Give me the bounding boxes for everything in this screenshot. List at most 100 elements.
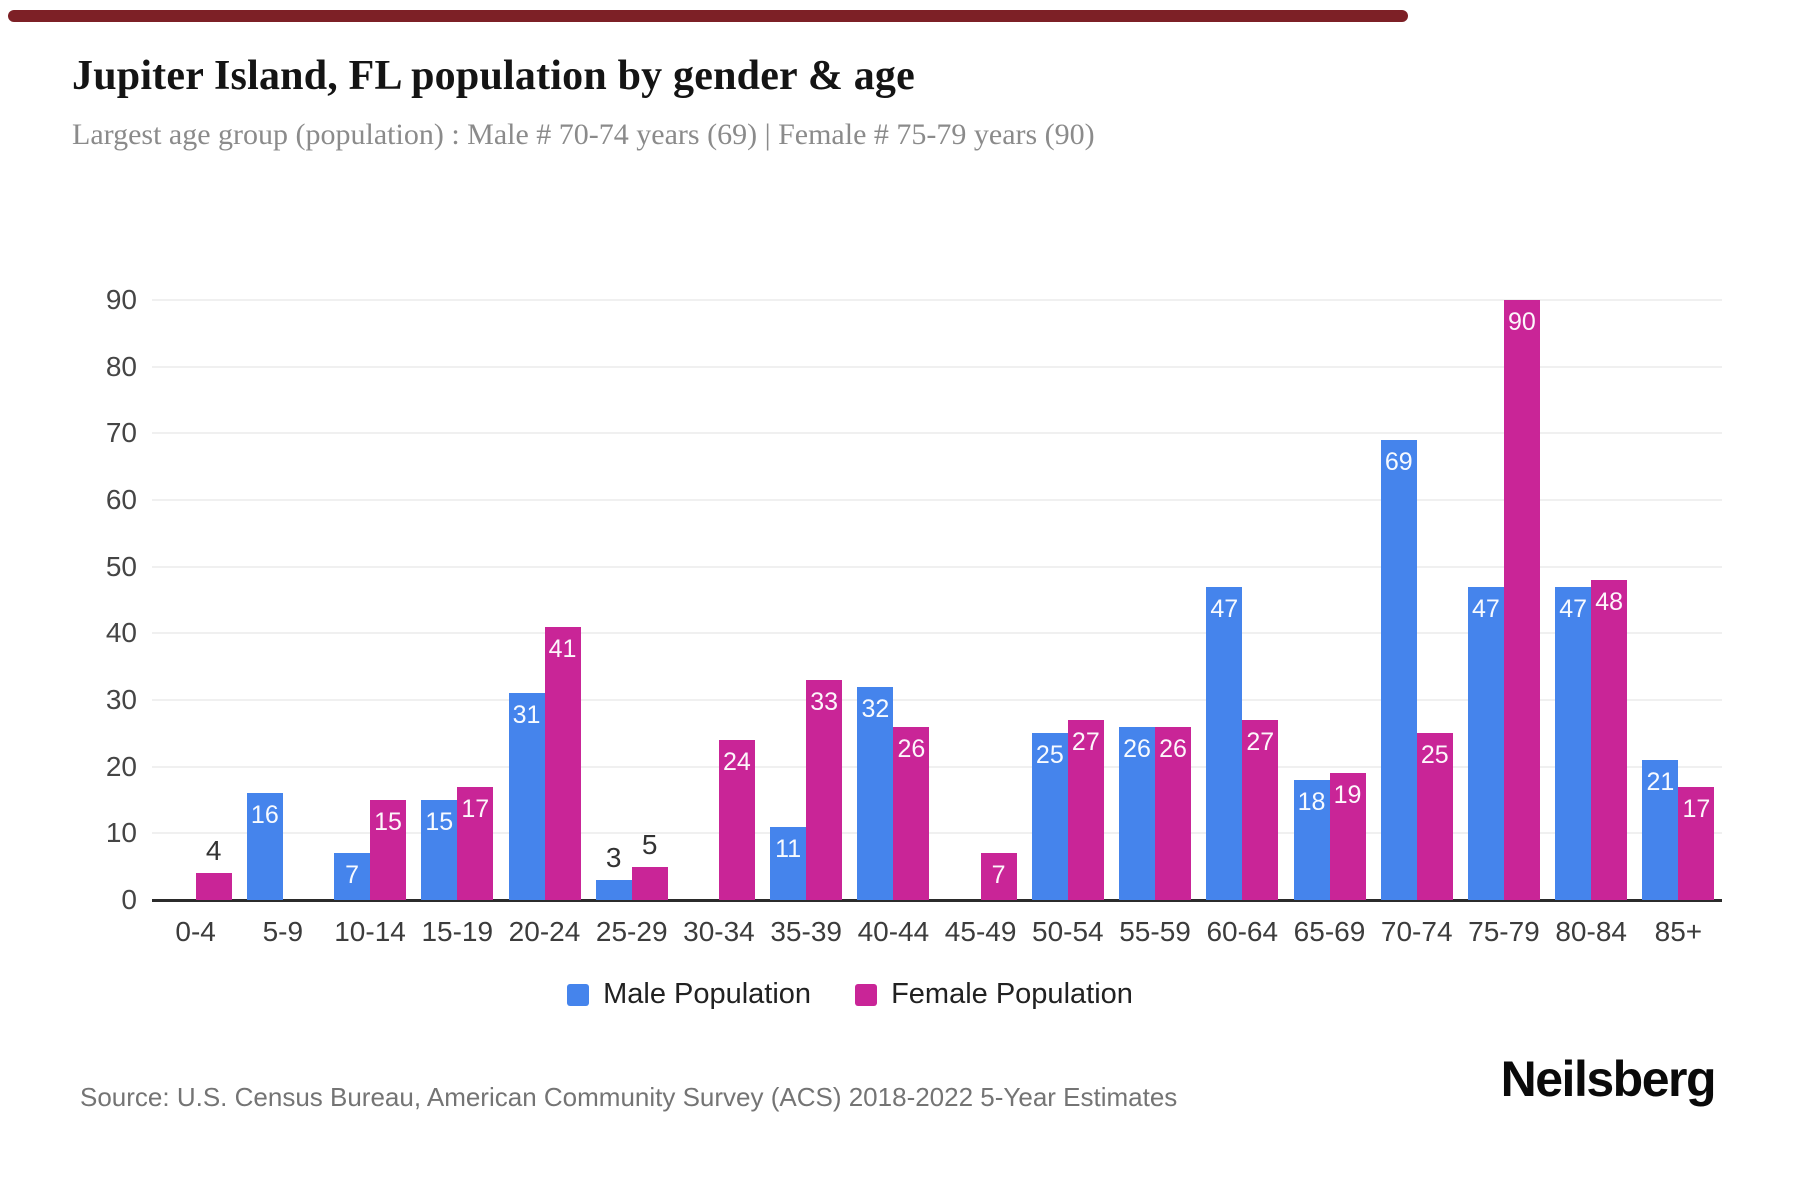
bar-male[interactable] [1642,760,1679,900]
bar-male[interactable] [857,686,894,900]
bar-value-label: 18 [1297,788,1326,816]
bar-value-label: 27 [1071,728,1100,756]
y-axis-label: 20 [105,750,137,782]
bar-value-label: 4 [205,835,222,867]
y-axis-label: 60 [105,484,137,515]
x-axis-label: 40-44 [857,916,930,947]
bar-female[interactable] [195,873,232,900]
bar-value-label: 24 [723,748,751,776]
bar-value-label: 32 [861,694,890,723]
bar-male[interactable] [246,793,283,900]
x-axis-label: 15-19 [421,916,494,947]
bar-value-label: 41 [548,634,577,663]
reading-progress-bar [8,10,1408,22]
bar-female[interactable] [544,626,581,900]
bar-female[interactable] [457,786,494,900]
gridline [152,299,1722,301]
bar-value-label: 27 [1246,728,1275,756]
bar-female[interactable] [1155,726,1192,900]
bar-value-label: 26 [1159,734,1187,763]
bar-male[interactable] [1293,780,1330,900]
gridline [152,365,1722,368]
gridline [152,765,1722,768]
bar-value-label: 69 [1384,448,1413,476]
bar-value-label: 7 [345,861,359,890]
bar-female[interactable] [1242,720,1279,900]
bar-value-label: 7 [991,861,1006,890]
y-axis-label: 40 [105,617,137,649]
bar-male[interactable] [1206,586,1243,900]
bar-female[interactable] [1416,733,1453,900]
bar-male[interactable] [1031,733,1068,900]
legend-item-male[interactable]: Male Population [567,978,811,1011]
y-axis-label: 10 [105,817,137,849]
x-axis-line [152,899,1722,902]
x-axis-label: 85+ [1654,916,1703,947]
y-axis-label: 0 [121,884,137,915]
bar-value-label: 47 [1559,594,1588,623]
bar-male[interactable] [334,853,371,900]
gridline [152,432,1722,435]
bar-male[interactable] [770,826,807,900]
x-axis-label: 35-39 [770,916,842,947]
x-axis-label: 45-49 [944,916,1017,947]
bar-value-label: 16 [250,801,279,830]
bar-female[interactable] [1503,300,1540,900]
bar-female[interactable] [980,853,1017,900]
x-axis-label: 30-34 [683,916,755,947]
bar-female[interactable] [1591,580,1628,900]
x-axis-label: 5-9 [262,916,304,947]
bar-value-label: 15 [425,808,454,836]
legend-label: Female Population [891,978,1133,1010]
bar-value-label: 17 [1682,794,1711,823]
page-title: Jupiter Island, FL population by gender … [72,53,915,99]
bar-value-label: 90 [1508,308,1536,336]
bar-male[interactable] [595,880,632,900]
bar-female[interactable] [806,680,843,900]
bar-female[interactable] [1067,720,1104,900]
gridline [152,499,1722,501]
brand-logo: Neilsberg [1500,1051,1717,1107]
bar-value-label: 15 [374,808,402,836]
x-axis-label: 55-59 [1119,916,1191,947]
x-axis-label: 75-79 [1468,916,1540,947]
bar-female[interactable] [631,866,668,900]
bar-female[interactable] [370,800,407,900]
legend-swatch-icon [567,983,590,1006]
gridline [152,699,1722,701]
y-axis-label: 50 [105,550,137,582]
x-axis-label: 80-84 [1555,916,1627,947]
source-attribution: Source: U.S. Census Bureau, American Com… [80,1082,1178,1112]
bar-male[interactable] [508,693,545,900]
bar-value-label: 31 [512,701,541,730]
y-axis-label: 70 [105,417,137,449]
bar-male[interactable] [421,800,458,900]
legend-swatch-icon [855,983,878,1006]
x-axis-label: 10-14 [334,916,406,947]
legend-item-female[interactable]: Female Population [855,978,1133,1011]
bar-value-label: 19 [1333,781,1362,810]
y-axis-label: 80 [105,350,137,382]
bar-male[interactable] [1467,586,1504,900]
bar-value-label: 47 [1210,594,1239,623]
bar-value-label: 48 [1595,588,1624,616]
x-axis-label: 20-24 [508,916,581,947]
x-axis-label: 0-4 [175,916,216,947]
bar-male[interactable] [1119,726,1156,900]
bar-female[interactable] [1329,773,1366,900]
bar-male[interactable] [1380,440,1417,900]
bar-female[interactable] [1678,786,1715,900]
gridline [152,565,1722,568]
x-axis-label: 70-74 [1380,916,1453,947]
bar-male[interactable] [1555,586,1592,900]
bar-female[interactable] [718,740,755,900]
bar-value-label: 17 [461,794,490,823]
y-axis-label: 30 [105,684,137,715]
x-axis-label: 65-69 [1293,916,1366,947]
legend-label: Male Population [603,978,812,1010]
bar-value-label: 25 [1035,741,1064,770]
bar-value-label: 5 [641,828,658,860]
bar-value-label: 47 [1472,594,1500,623]
bar-female[interactable] [893,726,930,900]
